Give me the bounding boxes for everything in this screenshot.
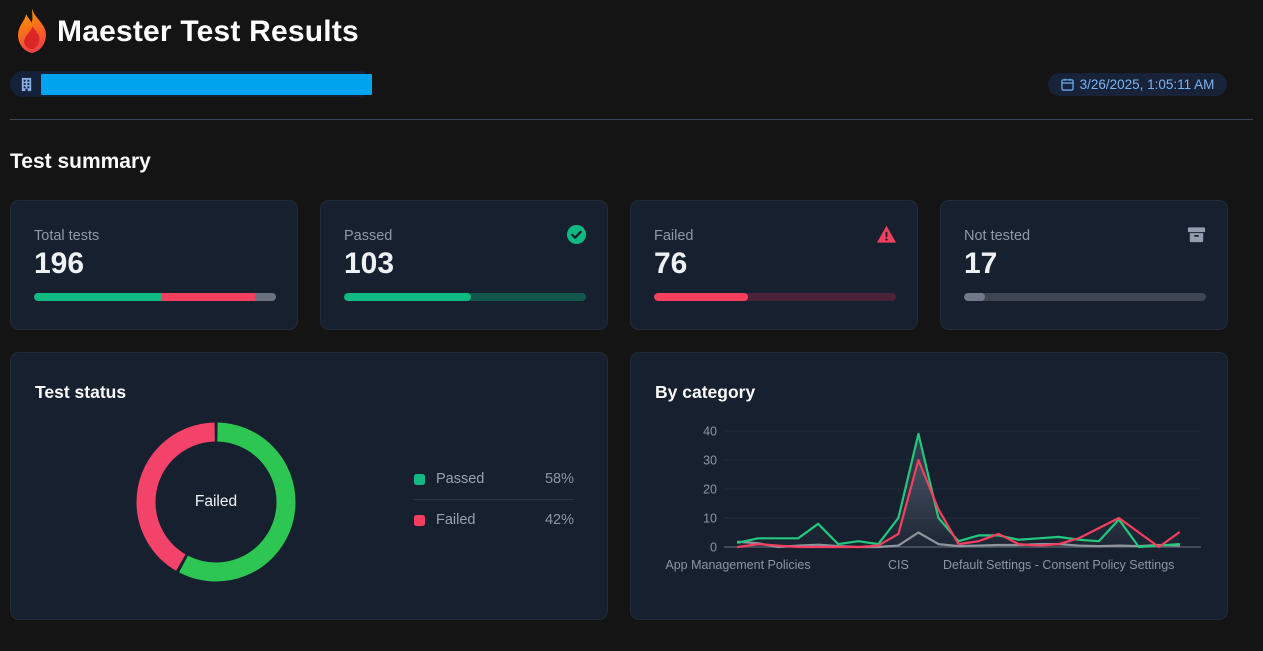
- progress-bar-failed: [654, 293, 896, 301]
- warning-triangle-icon: [876, 225, 897, 243]
- stat-label: Passed: [344, 228, 393, 244]
- timestamp-text: 3/26/2025, 1:05:11 AM: [1079, 77, 1215, 92]
- y-axis-tick-label: 0: [710, 541, 717, 555]
- line-series-not-tested[interactable]: [736, 531, 1181, 549]
- stat-label: Total tests: [34, 228, 100, 244]
- y-axis-tick-label: 30: [703, 454, 717, 468]
- progress-bar-passed: [344, 293, 586, 301]
- x-axis-label: App Management Policies: [665, 558, 810, 572]
- progress-segment-not-tested: [964, 293, 985, 301]
- line-series-passed[interactable]: [736, 432, 1181, 549]
- stat-card-failed: Failed 76: [630, 200, 918, 330]
- tenant-name-redaction: [41, 73, 372, 95]
- line-series-failed[interactable]: [736, 458, 1181, 549]
- passed-swatch: [414, 473, 425, 485]
- x-axis-label: CIS: [888, 558, 909, 572]
- stat-card-passed: Passed 103: [320, 200, 608, 330]
- legend-divider: [414, 499, 574, 500]
- donut-legend: Passed 58% Failed 42%: [414, 463, 574, 536]
- y-axis-tick-label: 20: [703, 483, 717, 497]
- test-status-card: Test status Failed Passed 58% Failed 42%: [10, 352, 608, 620]
- building-icon: [21, 77, 32, 91]
- y-axis-tick-label: 10: [703, 512, 717, 526]
- section-heading-test-summary: Test summary: [10, 150, 151, 173]
- chart-title: Test status: [35, 382, 127, 402]
- progress-segment-failed: [161, 293, 256, 301]
- stat-value: 17: [964, 247, 998, 280]
- stat-card-total-tests: Total tests 196: [10, 200, 298, 330]
- x-axis-label: Default Settings - Consent Policy Settin…: [943, 558, 1174, 572]
- stat-card-not-tested: Not tested 17: [940, 200, 1228, 330]
- area-fill-1: [738, 460, 1179, 547]
- stat-label: Failed: [654, 228, 694, 244]
- flame-icon: [18, 8, 46, 53]
- archive-box-icon: [1187, 227, 1206, 243]
- failed-swatch: [414, 514, 425, 526]
- legend-label: Failed: [436, 512, 476, 528]
- header-divider: [10, 119, 1253, 120]
- legend-row-passed: Passed 58%: [414, 463, 574, 495]
- chart-title: By category: [655, 382, 756, 402]
- donut-slice-passed[interactable]: [136, 422, 296, 582]
- legend-label: Passed: [436, 471, 485, 487]
- line-chart[interactable]: 0 10 20 30 40 App Management Policies CIS Defau…: [631, 353, 1229, 621]
- legend-row-failed: Failed 42%: [414, 504, 574, 536]
- page-title: Maester Test Results: [57, 15, 359, 48]
- stat-value: 103: [344, 247, 395, 280]
- stat-value: 76: [654, 247, 688, 280]
- progress-segment-passed: [344, 293, 472, 301]
- legend-value: 42%: [544, 512, 574, 528]
- y-axis-tick-label: 40: [703, 425, 717, 439]
- by-category-card: By category 0 10 20 30 40 App Management Poli…: [630, 352, 1228, 620]
- calendar-icon: [1060, 78, 1074, 91]
- donut-slice-failed[interactable]: [136, 422, 296, 582]
- progress-bar-not-tested: [964, 293, 1206, 301]
- stat-label: Not tested: [964, 228, 1031, 244]
- progress-segment-passed: [34, 293, 162, 301]
- progress-bar-total: [34, 293, 276, 301]
- legend-value: 58%: [544, 471, 574, 487]
- tenant-badge: [10, 71, 372, 97]
- progress-segment-not-tested: [255, 293, 276, 301]
- progress-segment-failed: [654, 293, 748, 301]
- donut-chart[interactable]: [126, 412, 306, 592]
- check-circle-icon: [566, 224, 587, 245]
- stat-value: 196: [34, 247, 85, 280]
- timestamp-badge: 3/26/2025, 1:05:11 AM: [1048, 73, 1227, 96]
